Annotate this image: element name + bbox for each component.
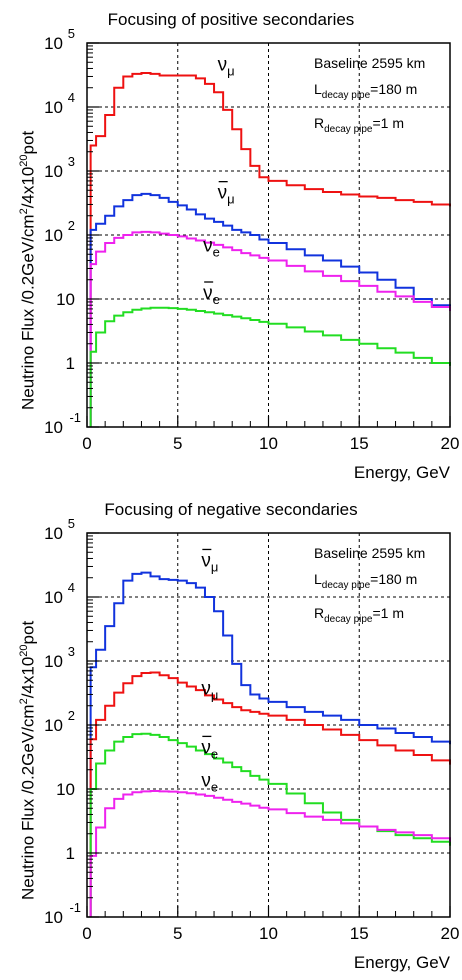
plot-area-negative: νμ νμ νe νe 0 5 10 15 20 10 -1 1 10 10 2 10 3 10 4 10 5 <box>44 516 460 943</box>
series-label-sub: μ <box>227 64 235 79</box>
info-baseline: Baseline 2595 km <box>314 55 426 71</box>
y-tick-label: 10 <box>44 908 63 927</box>
y-tick-exponent: 2 <box>68 708 75 723</box>
series-label-sub: μ <box>211 559 219 574</box>
series-label: νμ <box>201 550 218 574</box>
x-tick-label: 20 <box>441 924 460 943</box>
series-label: νe <box>203 236 220 260</box>
info-decay-pipe-length: Ldecay pipe=180 m <box>314 571 418 591</box>
y-tick-exponent: 4 <box>68 580 75 595</box>
x-tick-label: 10 <box>259 924 278 943</box>
x-axis-label: Energy, GeV <box>353 953 450 972</box>
series-line <box>89 230 451 427</box>
y-tick-label: 1 <box>66 844 75 863</box>
series-label: νμ <box>218 183 235 207</box>
series-line <box>89 306 451 427</box>
y-tick-exponent: 5 <box>68 516 75 531</box>
series-label: νμ <box>201 678 218 702</box>
y-tick-exponent: 2 <box>68 218 75 233</box>
x-tick-label: 15 <box>350 924 369 943</box>
x-tick-label: 0 <box>82 434 91 453</box>
x-tick-label: 5 <box>173 434 182 453</box>
y-tick-label: 10 <box>44 34 63 53</box>
y-axis-label: Neutrino Flux /0.2GeV/cm2/4x1020pot <box>18 620 38 900</box>
y-tick-label: 10 <box>56 290 75 309</box>
series-line <box>89 732 451 917</box>
series-label: νμ <box>218 55 235 79</box>
y-tick-exponent: -1 <box>69 900 81 915</box>
y-axis-label: Neutrino Flux /0.2GeV/cm2/4x1020pot <box>18 130 38 410</box>
chart-panel-positive: νμ νμ νe νe 0 5 10 15 20 10 -1 1 10 10 2 10 3 10 4 10 5 Focu… <box>18 10 460 482</box>
y-tick-label: 10 <box>56 780 75 799</box>
series-label-sub: μ <box>227 192 235 207</box>
y-tick-exponent: 4 <box>68 90 75 105</box>
series-label-sub: e <box>213 292 220 307</box>
series-line <box>89 192 451 427</box>
y-tick-exponent: 3 <box>68 644 75 659</box>
y-tick-label: 10 <box>44 418 63 437</box>
x-tick-label: 15 <box>350 434 369 453</box>
chart-panel-negative: νμ νμ νe νe 0 5 10 15 20 10 -1 1 10 10 2 10 3 10 4 10 5 Focu… <box>0 490 462 980</box>
series-label-sub: e <box>211 746 218 761</box>
y-tick-label: 10 <box>44 652 63 671</box>
info-decay-pipe-length: Ldecay pipe=180 m <box>314 81 418 101</box>
y-tick-label: 10 <box>44 588 63 607</box>
y-tick-label: 1 <box>66 354 75 373</box>
series-label: νe <box>201 770 218 794</box>
plot-area-positive: νμ νμ νe νe 0 5 10 15 20 10 -1 1 10 10 2 10 3 10 4 10 5 <box>44 26 460 453</box>
x-tick-label: 20 <box>441 434 460 453</box>
y-tick-label: 10 <box>44 524 63 543</box>
y-tick-label: 10 <box>44 226 63 245</box>
x-tick-label: 5 <box>173 924 182 943</box>
x-tick-label: 10 <box>259 434 278 453</box>
series-label: νe <box>201 737 218 761</box>
series-label-sub: μ <box>211 687 219 702</box>
y-tick-label: 10 <box>44 162 63 181</box>
series-label: νe <box>203 283 220 307</box>
series-line <box>89 790 451 917</box>
y-tick-label: 10 <box>44 98 63 117</box>
y-tick-exponent: 3 <box>68 154 75 169</box>
chart-title: Focusing of positive secondaries <box>107 10 355 29</box>
series-label-sub: e <box>213 245 220 260</box>
series-line <box>89 671 451 917</box>
x-axis-label: Energy, GeV <box>353 463 450 482</box>
info-decay-pipe-radius: Rdecay pipe=1 m <box>314 605 405 625</box>
chart-title: Focusing of negative secondaries <box>104 500 358 519</box>
series-line <box>89 571 451 917</box>
y-tick-label: 10 <box>44 716 63 735</box>
info-baseline: Baseline 2595 km <box>314 545 426 561</box>
y-tick-exponent: 5 <box>68 26 75 41</box>
y-tick-exponent: -1 <box>69 410 81 425</box>
x-tick-label: 0 <box>82 924 91 943</box>
series-label-sub: e <box>211 779 218 794</box>
series-line <box>89 71 451 427</box>
info-decay-pipe-radius: Rdecay pipe=1 m <box>314 115 405 135</box>
